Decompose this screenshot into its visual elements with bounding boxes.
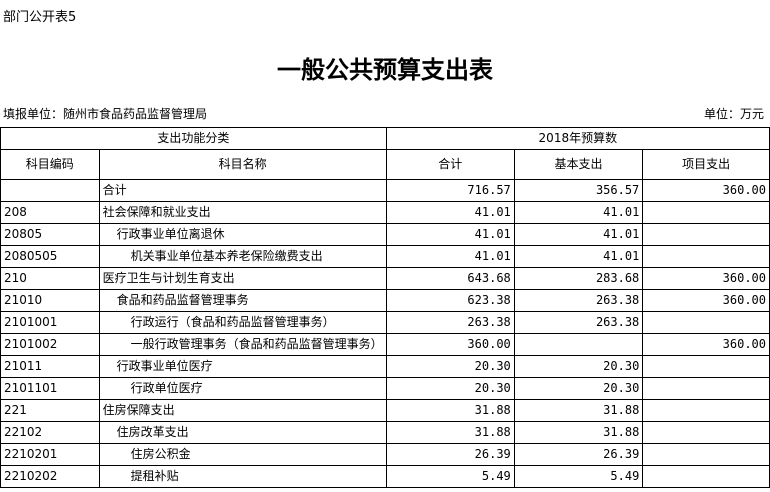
cell-code: 2210202 bbox=[0, 465, 100, 488]
column-header: 科目编码 bbox=[0, 149, 100, 180]
budget-table: 支出功能分类 2018年预算数 科目编码 科目名称 合计 基本支出 项目支出 合计… bbox=[0, 127, 770, 488]
cell-basic: 263.38 bbox=[513, 289, 644, 312]
cell-project: 360.00 bbox=[642, 179, 770, 202]
cell-code: 20805 bbox=[0, 223, 100, 246]
cell-project bbox=[642, 245, 770, 268]
cell-total: 41.01 bbox=[385, 201, 515, 224]
cell-name: 合计 bbox=[98, 179, 387, 202]
cell-name: 行政事业单位医疗 bbox=[98, 355, 387, 378]
cell-project bbox=[642, 443, 770, 466]
cell-basic: 20.30 bbox=[513, 377, 644, 400]
cell-name: 行政事业单位离退休 bbox=[98, 223, 387, 246]
cell-total: 31.88 bbox=[385, 399, 515, 422]
cell-basic: 41.01 bbox=[513, 201, 644, 224]
cell-total: 31.88 bbox=[385, 421, 515, 444]
cell-total: 623.38 bbox=[385, 289, 515, 312]
cell-total: 643.68 bbox=[385, 267, 515, 290]
cell-project bbox=[642, 355, 770, 378]
cell-basic: 263.38 bbox=[513, 311, 644, 334]
table-row: 208 社会保障和就业支出 41.01 41.01 bbox=[0, 201, 770, 224]
table-row: 22102 住房改革支出 31.88 31.88 bbox=[0, 421, 770, 444]
table-row: 221 住房保障支出 31.88 31.88 bbox=[0, 399, 770, 422]
column-header: 科目名称 bbox=[98, 149, 387, 180]
column-header: 合计 bbox=[385, 149, 515, 180]
cell-code: 21011 bbox=[0, 355, 100, 378]
table-row: 2101002 一般行政管理事务（食品和药品监督管理事务） 360.00 360.00 bbox=[0, 333, 770, 356]
table-row: 2210202 提租补贴 5.49 5.49 bbox=[0, 465, 770, 488]
cell-project: 360.00 bbox=[642, 289, 770, 312]
cell-project: 360.00 bbox=[642, 333, 770, 356]
cell-project bbox=[642, 311, 770, 334]
page-title: 一般公共预算支出表 bbox=[277, 55, 493, 84]
unit: 单位：万元 bbox=[703, 107, 764, 121]
cell-basic bbox=[513, 333, 644, 356]
cell-project bbox=[642, 465, 770, 488]
cell-project bbox=[642, 399, 770, 422]
cell-total: 26.39 bbox=[385, 443, 515, 466]
org: 填报单位：随州市食品药品监督管理局 bbox=[3, 107, 208, 121]
column-header: 基本支出 bbox=[513, 149, 644, 180]
cell-project bbox=[642, 377, 770, 400]
cell-basic: 31.88 bbox=[513, 421, 644, 444]
cell-code: 2101101 bbox=[0, 377, 100, 400]
cell-project bbox=[642, 421, 770, 444]
cell-name: 机关事业单位基本养老保险缴费支出 bbox=[98, 245, 387, 268]
table-row: 2101101 行政单位医疗 20.30 20.30 bbox=[0, 377, 770, 400]
cell-total: 263.38 bbox=[385, 311, 515, 334]
cell-name: 住房保障支出 bbox=[98, 399, 387, 422]
table-row: 20805 行政事业单位离退休 41.01 41.01 bbox=[0, 223, 770, 246]
cell-code: 221 bbox=[0, 399, 100, 422]
cell-total: 5.49 bbox=[385, 465, 515, 488]
cell-code: 2101001 bbox=[0, 311, 100, 334]
cell-project: 360.00 bbox=[642, 267, 770, 290]
table-row: 2080505 机关事业单位基本养老保险缴费支出 41.01 41.01 bbox=[0, 245, 770, 268]
cell-name: 医疗卫生与计划生育支出 bbox=[98, 267, 387, 290]
cell-basic: 41.01 bbox=[513, 223, 644, 246]
cell-code bbox=[0, 179, 100, 202]
cell-name: 行政单位医疗 bbox=[98, 377, 387, 400]
cell-project bbox=[642, 223, 770, 246]
cell-name: 食品和药品监督管理事务 bbox=[98, 289, 387, 312]
column-header: 项目支出 bbox=[642, 149, 770, 180]
cell-basic: 26.39 bbox=[513, 443, 644, 466]
table-row: 2210201 住房公积金 26.39 26.39 bbox=[0, 443, 770, 466]
page-label: 部门公开表5 bbox=[3, 10, 77, 25]
cell-code: 2101002 bbox=[0, 333, 100, 356]
cell-name: 住房公积金 bbox=[98, 443, 387, 466]
cell-code: 2210201 bbox=[0, 443, 100, 466]
cell-total: 41.01 bbox=[385, 245, 515, 268]
cell-basic: 20.30 bbox=[513, 355, 644, 378]
table-row: 210 医疗卫生与计划生育支出 643.68 283.68 360.00 bbox=[0, 267, 770, 290]
cell-basic: 283.68 bbox=[513, 267, 644, 290]
cell-name: 行政运行（食品和药品监督管理事务） bbox=[98, 311, 387, 334]
cell-code: 210 bbox=[0, 267, 100, 290]
cell-total: 360.00 bbox=[385, 333, 515, 356]
cell-code: 2080505 bbox=[0, 245, 100, 268]
cell-code: 22102 bbox=[0, 421, 100, 444]
group-header: 2018年预算数 bbox=[385, 127, 770, 150]
cell-basic: 41.01 bbox=[513, 245, 644, 268]
table-row: 21010 食品和药品监督管理事务 623.38 263.38 360.00 bbox=[0, 289, 770, 312]
table-row: 2101001 行政运行（食品和药品监督管理事务） 263.38 263.38 bbox=[0, 311, 770, 334]
cell-code: 208 bbox=[0, 201, 100, 224]
cell-total: 20.30 bbox=[385, 377, 515, 400]
cell-project bbox=[642, 201, 770, 224]
cell-name: 提租补贴 bbox=[98, 465, 387, 488]
group-header: 支出功能分类 bbox=[0, 127, 387, 150]
cell-total: 41.01 bbox=[385, 223, 515, 246]
cell-basic: 31.88 bbox=[513, 399, 644, 422]
cell-name: 一般行政管理事务（食品和药品监督管理事务） bbox=[98, 333, 387, 356]
table-row: 21011 行政事业单位医疗 20.30 20.30 bbox=[0, 355, 770, 378]
table-row: 合计 716.57 356.57 360.00 bbox=[0, 179, 770, 202]
cell-code: 21010 bbox=[0, 289, 100, 312]
cell-basic: 5.49 bbox=[513, 465, 644, 488]
cell-name: 住房改革支出 bbox=[98, 421, 387, 444]
cell-total: 20.30 bbox=[385, 355, 515, 378]
cell-total: 716.57 bbox=[385, 179, 515, 202]
cell-basic: 356.57 bbox=[513, 179, 644, 202]
cell-name: 社会保障和就业支出 bbox=[98, 201, 387, 224]
